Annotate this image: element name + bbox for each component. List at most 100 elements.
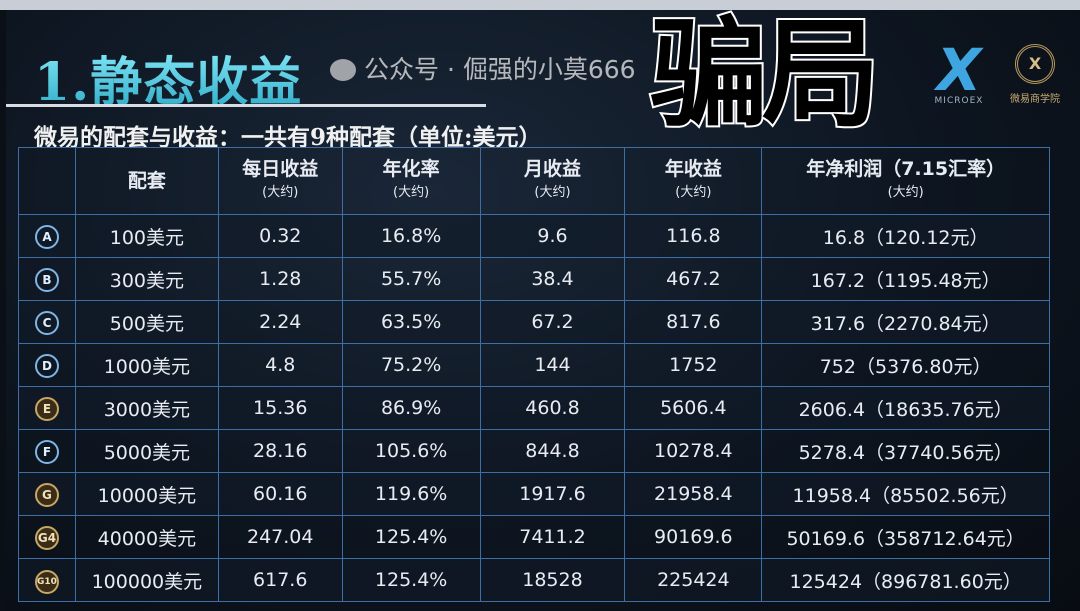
table-row: C 500美元 2.24 63.5% 67.2 817.6 317.6（2270.84元） [18, 300, 1050, 344]
table-cell: 125.4% [341, 515, 481, 559]
table-row: D 1000美元 4.8 75.2% 144 1752 752（5376.80元） [18, 343, 1050, 387]
slide-title: 1.静态收益 [34, 40, 302, 115]
table-cell: 86.9% [341, 386, 481, 430]
table-row: G10 100000美元 617.6 125.4% 18528 225424 125424（… [18, 558, 1050, 602]
table-row: G4 40000美元 247.04 125.4% 7411.2 90169.6 50169.… [18, 515, 1050, 559]
badge-cell: E [18, 386, 76, 430]
table-cell: 1.28 [217, 257, 343, 301]
header-label: 年化率 [382, 158, 440, 180]
tier-badge-icon: D [34, 353, 59, 378]
table-cell: 67.2 [479, 300, 626, 344]
header-note: (大约) [675, 185, 712, 200]
column-header: 年收益 (大约) [624, 147, 763, 215]
tier-badge-icon: G4 [34, 525, 59, 550]
header-note: (大约) [887, 185, 924, 200]
tier-badge-icon: C [34, 310, 59, 335]
tier-badge-icon: F [34, 439, 59, 464]
wechat-icon [330, 59, 356, 81]
table-cell: 119.6% [341, 472, 481, 516]
header-row: 配套 每日收益 (大约) 年化率 (大约) 月收益 (大约) 年收益 (大约) 年净利润（7.15… [18, 147, 1050, 215]
academy-logo-text: 微易商学院 [1010, 94, 1060, 105]
title-underline [6, 104, 486, 107]
table-cell: 50169.6（358712.64元） [761, 515, 1050, 559]
table-cell: 5000美元 [74, 429, 219, 473]
column-header: 年净利润（7.15汇率） (大约) [761, 147, 1050, 215]
table-cell: 63.5% [341, 300, 481, 344]
table-cell: 5606.4 [624, 386, 763, 430]
badge-cell: A [18, 214, 76, 258]
table-cell: 844.8 [479, 429, 626, 473]
microex-x-mark: X [936, 36, 982, 104]
tier-badge-icon: G [34, 482, 59, 507]
table-cell: 16.8% [341, 214, 481, 258]
table-cell: 167.2（1195.48元） [761, 257, 1050, 301]
table-cell: 15.36 [217, 386, 343, 430]
table-cell: 144 [479, 343, 626, 387]
table-cell: 9.6 [479, 214, 626, 258]
table-cell: 100美元 [74, 214, 219, 258]
badge-cell: D [18, 343, 76, 387]
table-cell: 225424 [624, 558, 763, 602]
table-cell: 1917.6 [479, 472, 626, 516]
header-note: (大约) [534, 185, 571, 200]
table-cell: 16.8（120.12元） [761, 214, 1050, 258]
badge-cell: F [18, 429, 76, 473]
table-cell: 500美元 [74, 300, 219, 344]
table-cell: 0.32 [217, 214, 343, 258]
table-cell: 55.7% [341, 257, 481, 301]
table-row: B 300美元 1.28 55.7% 38.4 467.2 167.2（1195.48元） [18, 257, 1050, 301]
header-label: 年收益 [664, 158, 722, 180]
table-cell: 7411.2 [479, 515, 626, 559]
table-cell: 467.2 [624, 257, 763, 301]
table-cell: 617.6 [217, 558, 343, 602]
table-cell: 1000美元 [74, 343, 219, 387]
table-cell: 100000美元 [74, 558, 219, 602]
table-cell: 38.4 [479, 257, 626, 301]
tier-badge-icon: A [34, 224, 59, 249]
table-cell: 2.24 [217, 300, 343, 344]
badge-cell: C [18, 300, 76, 344]
table-cell: 116.8 [624, 214, 763, 258]
table-cell: 75.2% [341, 343, 481, 387]
table-cell: 10000美元 [74, 472, 219, 516]
table-cell: 40000美元 [74, 515, 219, 559]
table-cell: 247.04 [217, 515, 343, 559]
table-cell: 28.16 [217, 429, 343, 473]
tier-badge-icon: B [34, 267, 59, 292]
table-cell: 300美元 [74, 257, 219, 301]
column-header: 配套 [74, 147, 219, 215]
table-cell: 4.8 [217, 343, 343, 387]
watermark-text: 公众号 · 倔强的小莫666 [364, 55, 636, 84]
column-header: 每日收益 (大约) [217, 147, 343, 215]
header-label: 配套 [127, 170, 166, 192]
table-cell: 125.4% [341, 558, 481, 602]
table-cell: 817.6 [624, 300, 763, 344]
academy-logo-mark: X [1015, 44, 1055, 84]
table-cell: 90169.6 [624, 515, 763, 559]
table-cell: 3000美元 [74, 386, 219, 430]
table-cell: 2606.4（18635.76元） [761, 386, 1050, 430]
table-cell: 317.6（2270.84元） [761, 300, 1050, 344]
header-label: 月收益 [523, 158, 581, 180]
table-cell: 752（5376.80元） [761, 343, 1050, 387]
window-top-bar [0, 0, 1080, 10]
watermark: 公众号 · 倔强的小莫666 [330, 50, 636, 86]
badge-cell: G10 [18, 558, 76, 602]
header-note: (大约) [262, 185, 299, 200]
badge-cell: G4 [18, 515, 76, 559]
slide-subtitle: 微易的配套与收益：一共有9种配套（单位:美元） [34, 124, 542, 151]
table-cell: 60.16 [217, 472, 343, 516]
scam-overlay-text: 骗局 [648, 4, 882, 143]
header-label: 每日收益 [242, 158, 319, 180]
table-cell: 21958.4 [624, 472, 763, 516]
table-cell: 125424（896781.60元） [761, 558, 1050, 602]
academy-logo: X 微易商学院 [1000, 44, 1070, 110]
table-cell: 1752 [624, 343, 763, 387]
table-cell: 11958.4（85502.56元） [761, 472, 1050, 516]
table-row: A 100美元 0.32 16.8% 9.6 116.8 16.8（120.12元） [18, 214, 1050, 258]
table-row: F 5000美元 28.16 105.6% 844.8 10278.4 5278.4（377… [18, 429, 1050, 473]
table-row: E 3000美元 15.36 86.9% 460.8 5606.4 2606.4（18635… [18, 386, 1050, 430]
table-cell: 5278.4（37740.56元） [761, 429, 1050, 473]
column-header [18, 147, 76, 215]
package-table: 配套 每日收益 (大约) 年化率 (大约) 月收益 (大约) 年收益 (大约) 年净利润（7.15… [18, 147, 1050, 602]
